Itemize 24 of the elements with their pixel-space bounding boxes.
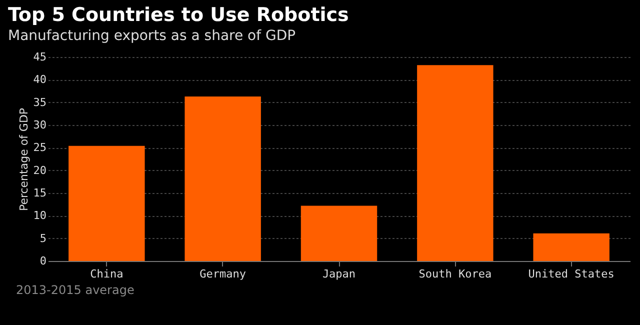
x-tick-label: United States [528, 268, 614, 280]
y-tick-label: 40 [33, 73, 46, 86]
y-tick-label: 20 [33, 164, 46, 177]
x-tick-label: South Korea [418, 268, 492, 280]
y-tick-label: 25 [33, 141, 46, 154]
chart-title: Top 5 Countries to Use Robotics [8, 4, 349, 26]
bar [300, 206, 378, 261]
x-tick-label: China [90, 268, 124, 280]
bar [68, 146, 145, 261]
y-tick-label: 45 [33, 50, 46, 64]
y-tick-label: 10 [33, 209, 46, 222]
x-tick-label: Germany [200, 268, 246, 280]
chart-subtitle: Manufacturing exports as a share of GDP [8, 28, 296, 44]
y-axis-title: Percentage of GDP [17, 108, 30, 212]
bar [417, 65, 494, 261]
bar [533, 233, 610, 261]
bar [184, 96, 261, 261]
y-tick-label: 0 [40, 254, 46, 268]
x-tick-label: Japan [322, 268, 356, 280]
y-tick-label: 5 [40, 232, 46, 245]
y-tick-label: 15 [33, 186, 46, 200]
text: 2013-2015 average [16, 283, 136, 297]
y-tick-label: 35 [33, 96, 46, 109]
y-tick-label: 30 [33, 118, 46, 132]
